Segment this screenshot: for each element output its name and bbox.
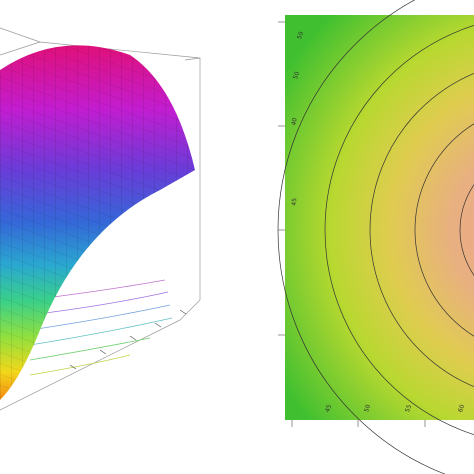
- heatmap: [285, 15, 474, 420]
- contour-label: 50: [292, 71, 301, 81]
- box-frame: [0, 27, 201, 321]
- surface-plot: [0, 27, 201, 411]
- contour-label: 45: [291, 198, 299, 206]
- box-frame: [0, 319, 181, 411]
- contour-label: 40: [290, 117, 298, 126]
- contour-label: 60: [457, 404, 466, 414]
- contour-label: 45: [324, 404, 333, 414]
- axis-ticks: [69, 309, 187, 370]
- axis-ticks: [278, 21, 426, 427]
- contour-label: 50: [363, 404, 372, 414]
- contour-labels: 50 50 40 45 45 50 55 60: [290, 31, 466, 414]
- surface-mesh: [0, 45, 195, 400]
- contour-label: 50: [296, 31, 305, 41]
- contour-plot: 50 50 40 45 45 50 55 60: [277, 0, 474, 474]
- contour-label: 55: [404, 404, 413, 414]
